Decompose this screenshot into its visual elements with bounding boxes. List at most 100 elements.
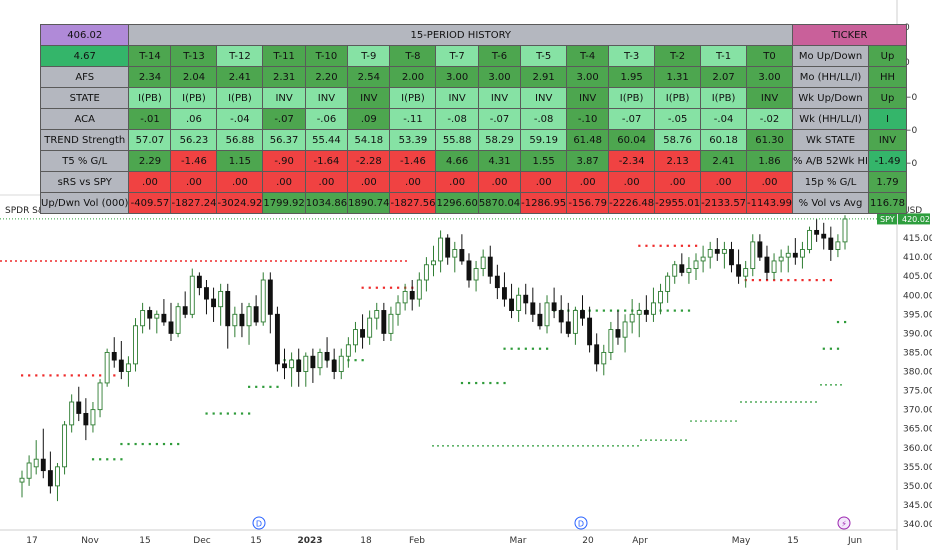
history-cell: 1890.74: [347, 192, 391, 214]
candle: [168, 302, 174, 341]
candle-body: [821, 233, 827, 239]
trailing-stop-dot: [780, 279, 783, 282]
history-cell: 4.31: [477, 150, 522, 172]
trailing-stop-dot: [354, 359, 357, 362]
price-tick-label: 395.00: [903, 310, 932, 320]
event-marker-circle: [252, 516, 266, 530]
trailing-stop-dot: [673, 244, 676, 247]
candle: [381, 302, 387, 341]
candle-body: [530, 302, 536, 315]
trailing-stop-dot: [42, 374, 45, 377]
table-row: ACA -.01.06 -.04 -.07 -.06.09 -.11 -.08 -.07 -.0…: [39, 108, 907, 130]
history-cell: -.06: [304, 108, 349, 130]
candle: [743, 260, 749, 288]
trailing-stop-dot: [695, 244, 698, 247]
trailing-stop-dot: [844, 320, 847, 324]
row-label: sRS vs SPY: [39, 171, 130, 193]
candle: [700, 245, 706, 273]
candle-body: [140, 310, 146, 327]
candle: [62, 421, 68, 475]
candle-body: [466, 260, 472, 281]
trailing-stop-dot: [240, 412, 244, 415]
candle: [707, 241, 713, 269]
history-cell: T-11: [262, 45, 306, 67]
candle: [260, 272, 266, 326]
trailing-stop-dot: [141, 442, 144, 446]
history-cell: T-2: [654, 45, 702, 67]
history-cell: 61.30: [746, 129, 794, 151]
trailing-stop-dot: [212, 412, 215, 415]
candle: [714, 238, 720, 261]
candle: [729, 241, 734, 273]
trailing-stop-dot: [659, 244, 662, 247]
history-cell: -1.46: [170, 150, 218, 172]
candle-body: [480, 256, 486, 270]
trailing-stop-dot: [21, 374, 24, 377]
trailing-stop-dot: [276, 385, 279, 388]
candle-body: [608, 329, 614, 353]
history-cell: -.11: [389, 108, 437, 130]
last-price-badge: 420.02: [902, 215, 930, 224]
trailing-stop-dot: [510, 347, 513, 350]
trailing-stop-dot: [638, 244, 641, 247]
price-tick-label: 400.00: [903, 291, 932, 301]
candle-body: [97, 382, 103, 411]
history-table: 406.02 15-PERIOD HISTORY TICKER 4.67 T-14…: [39, 24, 907, 214]
ticker-metric-value: Up: [868, 45, 907, 67]
trailing-stop-dot: [56, 374, 59, 377]
trailing-stop-dot: [680, 244, 684, 247]
trailing-stop-series: [0, 244, 847, 461]
candle-body: [90, 409, 96, 426]
candle-body: [147, 310, 153, 319]
candle: [402, 283, 408, 311]
trailing-stop-dot: [546, 347, 549, 350]
history-cell: I(PB): [389, 87, 437, 109]
candle: [438, 230, 444, 273]
history-cell: -1286.95: [520, 192, 568, 214]
candle: [608, 321, 614, 361]
history-cell: T-10: [304, 45, 349, 67]
trailing-stop-dot: [99, 458, 102, 461]
history-cell: -3024.92: [216, 192, 264, 214]
table-row: Up/Dwn Vol (000) -409.57 -1827.24 -3024.92 1…: [39, 192, 907, 214]
candle-body: [253, 306, 259, 323]
candle-body: [409, 290, 415, 300]
candle: [764, 245, 770, 280]
trailing-stop-dot: [652, 244, 655, 247]
candle-body: [629, 313, 635, 323]
trailing-stop-dot: [155, 442, 159, 446]
candle-body: [622, 321, 628, 338]
history-cell: INV: [520, 87, 568, 109]
history-cell: .00: [347, 171, 391, 193]
trailing-stop-dot: [829, 279, 833, 282]
candle-body: [842, 218, 848, 243]
candle: [40, 428, 46, 479]
history-cell: INV: [262, 87, 306, 109]
candle-body: [83, 412, 89, 426]
upper-pane-tick-label: 0: [904, 58, 910, 68]
history-cell: -.07: [608, 108, 656, 130]
candle-body: [572, 310, 578, 334]
trailing-stop-dot: [219, 412, 222, 415]
candle-body: [799, 249, 805, 258]
candle-body: [416, 279, 422, 300]
split-event-icon: ⚡: [841, 520, 847, 529]
row-label: AFS: [39, 66, 130, 88]
candle-body: [133, 325, 138, 365]
history-cell: -1143.99: [746, 192, 794, 214]
history-cell: T-1: [700, 45, 748, 67]
trailing-stop-dot: [801, 279, 804, 282]
trailing-stop-dot: [829, 347, 833, 350]
candle-body: [239, 313, 245, 327]
candle: [104, 348, 110, 387]
candle-body: [168, 321, 174, 334]
candle: [580, 295, 585, 326]
history-cell: -.01: [128, 108, 172, 130]
candle-body: [828, 237, 834, 250]
candle: [232, 306, 238, 338]
candle-body: [537, 313, 543, 327]
candle-body: [672, 264, 678, 277]
candle: [473, 260, 479, 292]
history-cell: .00: [128, 171, 172, 193]
